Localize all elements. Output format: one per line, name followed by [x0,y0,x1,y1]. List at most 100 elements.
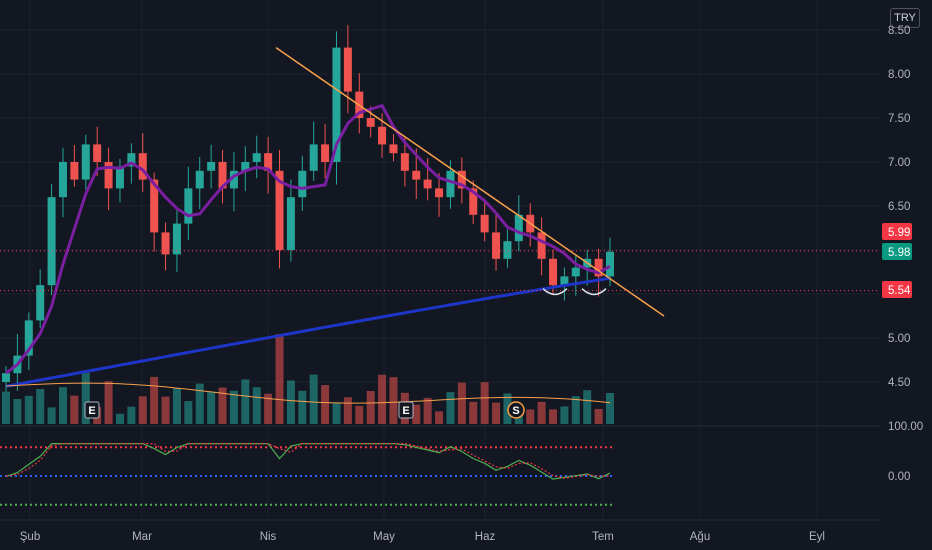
price-tag: 5.54 [882,281,912,298]
price-tag: 5.99 [882,223,912,240]
time-tick-label: Şub [20,531,40,543]
price-tick-label: 7.00 [888,157,910,169]
price-tags: 5.99 5.98 5.54 [882,223,912,298]
candle-body [195,170,204,189]
volume-bar [457,382,466,424]
volume-bar [549,409,558,424]
candle-body [469,188,478,215]
volume-bar [161,396,170,424]
volume-bar [423,397,432,424]
volume-bar [594,408,603,424]
candle-body [81,144,90,180]
ma-slow-line [5,276,611,388]
time-tick-label: Ağu [690,531,710,543]
candle-body [70,162,79,180]
volume-bar [104,381,113,424]
candle-body [2,373,10,382]
candle-body [252,153,261,162]
split-marker [507,401,525,419]
volume-bar [560,406,569,424]
volume-bar [286,380,295,424]
candle-body [93,144,102,162]
candle-body [492,232,501,259]
earnings-marker [84,401,100,419]
candlesticks [2,24,614,392]
double-bottom-arc [542,288,568,296]
volume-bar [47,407,56,424]
price-tag-bg [882,243,912,260]
candle-body [571,267,580,277]
time-tick-label: May [373,531,395,543]
candle-body [241,162,250,171]
marker-label: E [88,405,95,417]
volume-bar [537,401,546,424]
price-tick-label: 7.50 [888,113,910,125]
candle-body [389,144,398,154]
time-tick-label: Eyl [809,531,825,543]
time-axis[interactable]: Şub Mar Nis May Haz Tem Ağu Eyl [20,531,825,543]
volume-bar [184,401,193,424]
candle-body [309,144,318,171]
volume-bar [2,391,10,424]
candle-body [366,118,375,127]
volume-bar [526,409,535,424]
candle-body [229,170,238,189]
price-tag-label: 5.98 [888,247,910,259]
volume-ma-line [5,382,611,404]
candle-body [606,251,614,277]
volume-bar [321,385,330,424]
candle-body [172,223,181,255]
volume-bar [127,406,136,424]
volume-bar [81,372,90,424]
candle-body [36,285,45,321]
volume-bar [366,390,375,424]
candle-body [127,153,136,167]
candle-body [321,144,330,162]
volume-bar [13,399,22,424]
volume-bar [24,395,33,424]
currency-selector[interactable]: TRY [890,8,920,28]
volume-bar [606,392,614,424]
oscillator-tick-label: 0.00 [888,471,910,483]
price-tag-bg [882,281,912,298]
earnings-marker [398,401,414,419]
volume-bar [412,404,421,424]
time-tick-label: Tem [592,531,614,543]
price-tag-label: 5.54 [888,285,911,297]
oscillator-tick-label: 100.00 [888,421,923,433]
candle-body [446,170,455,198]
candle-body [560,276,569,286]
volume-bar [241,379,250,424]
candle-body [412,170,421,180]
candle-body [58,162,67,198]
oscillator-signal-line [5,443,611,479]
price-tick-label: 5.00 [888,333,910,345]
trendline [275,46,665,317]
candle-body [435,188,444,198]
marker-label: E [402,405,409,417]
volume-bar [571,396,580,424]
time-tick-label: Nis [260,531,277,543]
candle-body [480,214,489,233]
volume-bar [275,334,284,424]
volume-bar [150,376,159,424]
price-tag: 5.98 [882,243,912,260]
candle-body [184,188,193,224]
price-tag-bg [882,223,912,240]
candle-body [332,47,341,162]
volume-bar [355,405,364,424]
chart-grid [0,0,880,521]
candle-body [549,258,558,286]
candle-body [503,241,512,259]
volume-bar [469,401,478,424]
price-tick-label: 8.50 [888,25,910,37]
volume-bar [36,388,45,424]
volume-bar [195,383,204,424]
volume-bar [583,390,592,424]
candle-body [514,214,523,242]
volume-bar [309,374,318,424]
candle-body [115,166,124,189]
double-bottom-arc [581,288,607,296]
